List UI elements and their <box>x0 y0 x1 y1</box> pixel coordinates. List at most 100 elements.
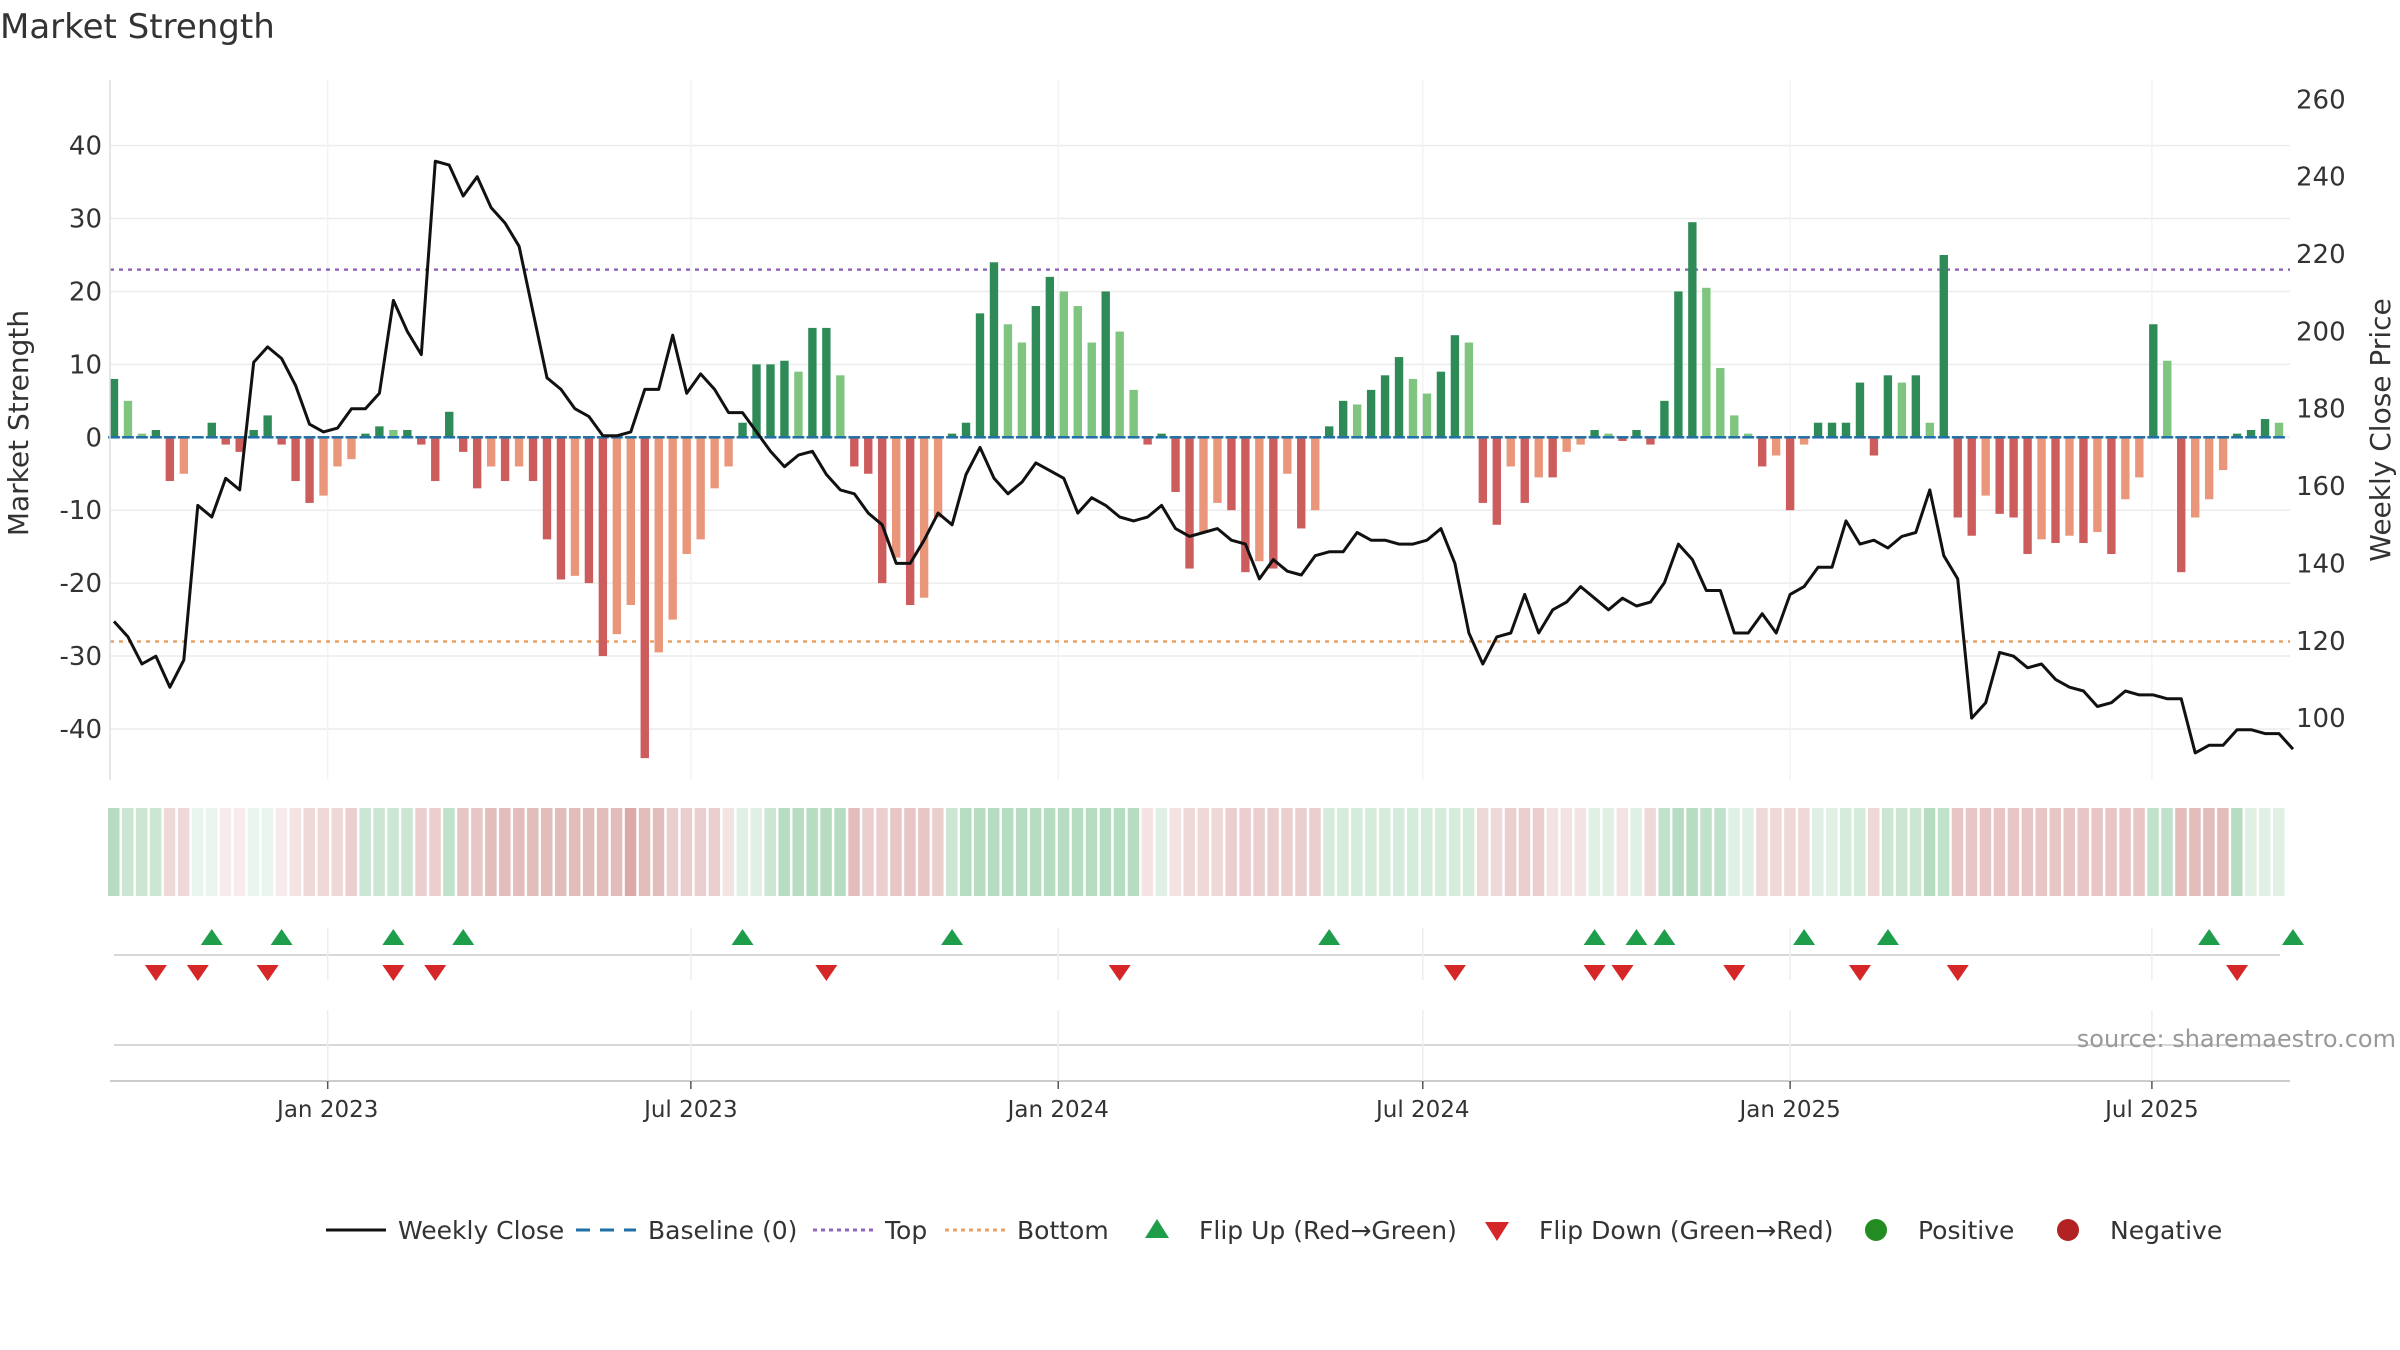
heatmap-cell <box>1155 808 1168 896</box>
heatmap-cell <box>513 808 525 896</box>
y-tick-label: -40 <box>60 715 102 745</box>
date-tick-label: Jul 2024 <box>1374 1097 1470 1123</box>
strength-bar <box>1604 433 1613 438</box>
strength-bar <box>598 437 608 657</box>
flip-down-marker <box>2226 965 2249 981</box>
heatmap-cell <box>1323 808 1335 896</box>
strength-bar <box>1352 404 1362 438</box>
strength-bar <box>1464 342 1474 438</box>
heatmap-cell <box>1127 808 1140 896</box>
strength-bar <box>1841 422 1851 438</box>
strength-bar <box>1003 324 1013 438</box>
heatmap-cell <box>1784 808 1796 896</box>
source-label: source: sharemaestro.com <box>2077 1025 2396 1053</box>
heatmap-cell <box>1379 808 1391 896</box>
heatmap-cell <box>1630 808 1642 896</box>
legend-swatch <box>1865 1219 1887 1241</box>
strength-bar <box>1562 437 1571 452</box>
strength-bar <box>1422 393 1432 438</box>
strength-bar <box>1813 422 1823 438</box>
strength-bar <box>1758 437 1767 467</box>
heatmap-cell <box>2021 808 2034 896</box>
y-tick-label: 0 <box>85 423 102 453</box>
strength-bar <box>2232 433 2242 438</box>
strength-bar <box>1283 437 1292 474</box>
heatmap-cell <box>736 808 749 896</box>
strength-bar <box>1688 222 1697 438</box>
heatmap-cell <box>722 808 735 896</box>
heatmap-cell <box>2245 808 2257 896</box>
heatmap-cell <box>820 808 832 896</box>
y2-tick-label: 260 <box>2296 85 2346 115</box>
date-tick-label: Jul 2025 <box>2103 1097 2199 1123</box>
strength-bar <box>417 437 426 445</box>
flip-down-marker <box>144 965 167 981</box>
heatmap-cell <box>541 808 553 896</box>
strength-bar <box>612 437 622 635</box>
heatmap-cell <box>219 808 232 896</box>
strength-bar <box>1394 357 1404 438</box>
heatmap-cell <box>108 808 120 896</box>
heatmap-cell <box>2217 808 2229 896</box>
heatmap-cell <box>1881 808 1894 896</box>
heatmap-cell <box>205 808 218 896</box>
strength-bar <box>1045 276 1055 438</box>
heatmap-cell <box>1099 808 1112 896</box>
strength-bar <box>947 433 957 438</box>
strength-bar <box>1953 437 1962 518</box>
strength-bar <box>375 426 384 438</box>
heatmap-cell <box>1253 808 1265 896</box>
heatmap-cell <box>1756 808 1768 896</box>
heatmap-cell <box>121 808 134 896</box>
strength-bars <box>108 222 2285 759</box>
heatmap-cell <box>1812 808 1824 896</box>
strength-bar <box>822 327 831 438</box>
heatmap-cell <box>1197 808 1209 896</box>
heatmap-cell <box>1211 808 1223 896</box>
heatmap-cell <box>1588 808 1601 896</box>
heatmap-cell <box>457 808 469 896</box>
strength-bar <box>1939 255 1948 438</box>
strength-bar <box>1017 342 1027 438</box>
level-lines <box>110 268 2290 643</box>
date-tick-label: Jul 2023 <box>642 1097 738 1123</box>
strength-bar <box>1073 306 1082 438</box>
heatmap-cell <box>1071 808 1084 896</box>
heatmap-cell <box>932 808 944 896</box>
heatmap-cell <box>1490 808 1503 896</box>
strength-bar <box>1660 400 1669 438</box>
heatmap-cell <box>387 808 399 896</box>
heatmap-cell <box>2147 808 2159 896</box>
heatmap-cell <box>289 808 302 896</box>
heatmap-cell <box>792 808 804 896</box>
strength-bar <box>459 437 468 452</box>
strength-bar <box>668 437 677 620</box>
strength-bar <box>1380 375 1390 438</box>
y2-tick-label: 200 <box>2296 317 2346 347</box>
strength-bar <box>752 364 761 438</box>
strength-bar <box>2121 437 2130 500</box>
strength-bar <box>724 437 733 467</box>
heatmap-cell <box>1993 808 2006 896</box>
heatmap-cell <box>1937 808 1950 896</box>
price-line-group <box>112 159 2295 755</box>
heatmap-cell <box>1351 808 1363 896</box>
strength-bar <box>738 422 747 438</box>
y-tick-label: -10 <box>60 496 102 526</box>
strength-bar <box>2037 437 2046 540</box>
y2-tick-label: 160 <box>2296 472 2346 502</box>
strength-bar <box>542 437 552 540</box>
strength-bar <box>1031 306 1041 438</box>
heatmap-cell <box>876 808 888 896</box>
strength-bar <box>2135 437 2144 478</box>
strength-bar <box>556 437 566 580</box>
heatmap-cell <box>1923 808 1936 896</box>
strength-bar <box>431 437 440 482</box>
heatmap-cell <box>1504 808 1517 896</box>
heatmap-cell <box>2203 808 2215 896</box>
heatmap-cell <box>1448 808 1461 896</box>
heatmap-cell <box>2091 808 2103 896</box>
y2-tick-label: 140 <box>2296 549 2346 579</box>
flip-up-marker <box>1793 929 1816 945</box>
heatmap-cell <box>2231 808 2243 896</box>
